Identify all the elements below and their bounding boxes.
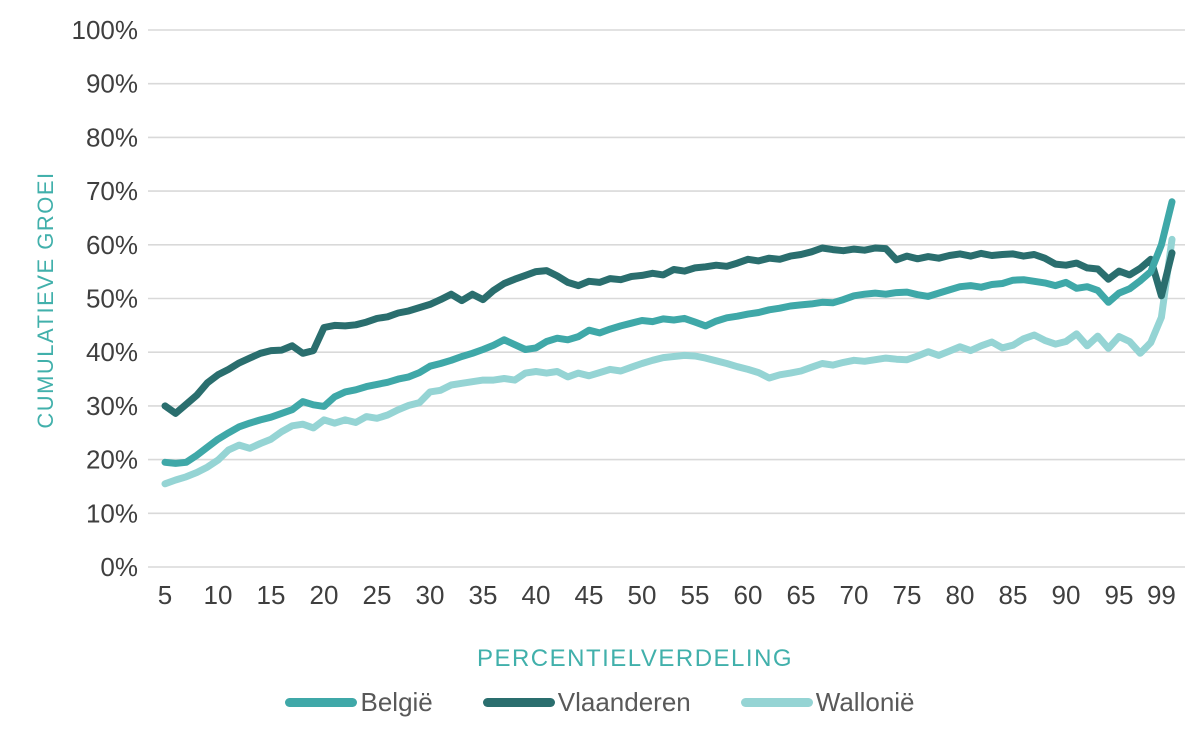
legend-label-vlaanderen: Vlaanderen — [557, 687, 691, 717]
line-Vlaanderen — [161, 244, 1176, 417]
x-tick-label: 95 — [1105, 580, 1134, 610]
x-tick-label: 60 — [734, 580, 763, 610]
line-Wallonië — [161, 235, 1176, 488]
legend-label-wallonie: Wallonië — [815, 687, 915, 717]
y-tick-label: 30% — [86, 391, 138, 421]
x-tick-label: 20 — [310, 580, 339, 610]
y-tick-label: 100% — [72, 15, 139, 45]
x-tick-label: 45 — [575, 580, 604, 610]
y-tick-label: 70% — [86, 176, 138, 206]
legend: België Vlaanderen Wallonië — [0, 687, 1200, 718]
y-tick-label: 80% — [86, 122, 138, 152]
x-axis-title: PERCENTIELVERDELING — [476, 645, 794, 672]
x-tick-label: 50 — [628, 580, 657, 610]
y-tick-label: 20% — [86, 445, 138, 475]
y-tick-label: 10% — [86, 498, 138, 528]
legend-swatch-vlaanderen — [482, 698, 555, 707]
y-axis-title: CUMULATIEVE GROEI — [33, 171, 58, 429]
x-tick-label: 25 — [363, 580, 392, 610]
x-tick-label: 90 — [1052, 580, 1081, 610]
y-tick-label: 90% — [86, 69, 138, 99]
y-tick-label: 0% — [100, 552, 138, 582]
x-tick-label: 15 — [257, 580, 286, 610]
x-tick-label: 85 — [999, 580, 1028, 610]
x-tick-label: 5 — [158, 580, 172, 610]
y-tick-label: 60% — [86, 230, 138, 260]
x-tick-label: 75 — [893, 580, 922, 610]
legend-swatch-belgie — [285, 698, 358, 707]
x-tick-label: 10 — [204, 580, 233, 610]
y-tick-label: 50% — [86, 284, 138, 314]
x-tick-label: 80 — [946, 580, 975, 610]
x-tick-label: 30 — [416, 580, 445, 610]
legend-item-vlaanderen: Vlaanderen — [482, 687, 691, 718]
legend-swatch-wallonie — [740, 698, 813, 707]
x-tick-label: 55 — [681, 580, 710, 610]
line-België — [161, 198, 1176, 467]
x-tick-label: 65 — [787, 580, 816, 610]
legend-item-belgie: België — [285, 687, 433, 718]
legend-label-belgie: België — [360, 687, 433, 717]
y-tick-label: 40% — [86, 337, 138, 367]
legend-item-wallonie: Wallonië — [740, 687, 915, 718]
x-tick-label: 40 — [522, 580, 551, 610]
x-tick-label: 99 — [1147, 580, 1176, 610]
x-tick-label: 35 — [469, 580, 498, 610]
x-tick-label: 70 — [840, 580, 869, 610]
